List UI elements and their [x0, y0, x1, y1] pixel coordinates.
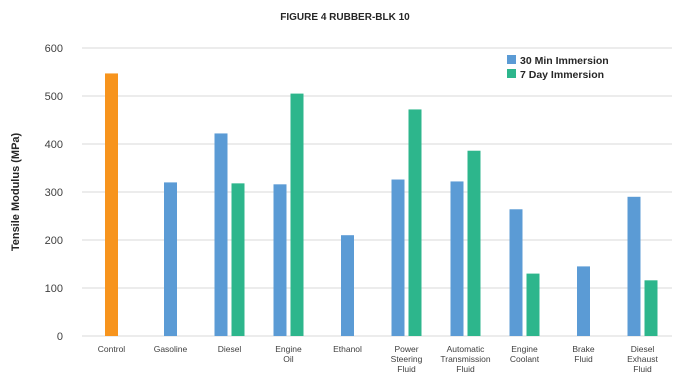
legend-item: 7 Day Immersion	[507, 69, 604, 81]
y-tick-label: 500	[45, 91, 63, 103]
x-tick-label: Diesel Exhaust Fluid	[627, 344, 658, 374]
bars	[105, 73, 658, 336]
y-tick-label: 600	[45, 43, 63, 55]
bar	[105, 73, 118, 336]
bar	[526, 273, 540, 336]
bar	[408, 109, 422, 336]
x-tick-label: Control	[98, 344, 126, 354]
gridlines	[82, 47, 672, 337]
x-tick-label: Ethanol	[333, 344, 362, 354]
bar	[644, 280, 658, 336]
x-tick-label: Automatic Transmission Fluid	[440, 344, 490, 374]
bar	[627, 196, 641, 336]
y-tick-label: 400	[45, 139, 63, 151]
x-tick-label: Brake Fluid	[572, 344, 594, 364]
y-axis-label: Tensile Modulus (MPa)	[10, 132, 22, 251]
x-tick-label: Engine Oil	[275, 344, 302, 364]
bar	[214, 133, 228, 336]
legend-label: 7 Day Immersion	[520, 69, 604, 81]
legend-item: 30 Min Immersion	[507, 55, 609, 67]
y-tick-label: 200	[45, 235, 63, 247]
legend-label: 30 Min Immersion	[520, 55, 609, 67]
chart-title: FIGURE 4 RUBBER-BLK 10	[280, 12, 410, 23]
legend: 30 Min Immersion 7 Day Immersion	[507, 55, 609, 81]
legend-swatch	[507, 69, 516, 78]
x-tick-labels: Control Gasoline Diesel Engine Oil Ethanol Pow…	[98, 344, 659, 374]
bar	[577, 266, 590, 336]
y-tick-label: 0	[57, 331, 63, 343]
y-tick-labels: 0 100 200 300 400 500 600	[45, 43, 63, 343]
bar	[341, 235, 354, 336]
bar	[450, 181, 464, 336]
bar	[509, 209, 523, 336]
y-tick-label: 100	[45, 283, 63, 295]
bar	[467, 150, 481, 336]
x-tick-label: Gasoline	[154, 344, 188, 354]
bar	[164, 182, 177, 336]
y-tick-label: 300	[45, 187, 63, 199]
bar	[231, 183, 245, 336]
bar	[273, 184, 287, 336]
x-tick-label: Engine Coolant	[510, 344, 540, 364]
x-tick-label: Diesel	[218, 344, 242, 354]
bar	[290, 93, 304, 336]
x-tick-label: Power Steering Fluid	[391, 344, 423, 374]
bar	[391, 179, 405, 336]
legend-swatch	[507, 55, 516, 64]
